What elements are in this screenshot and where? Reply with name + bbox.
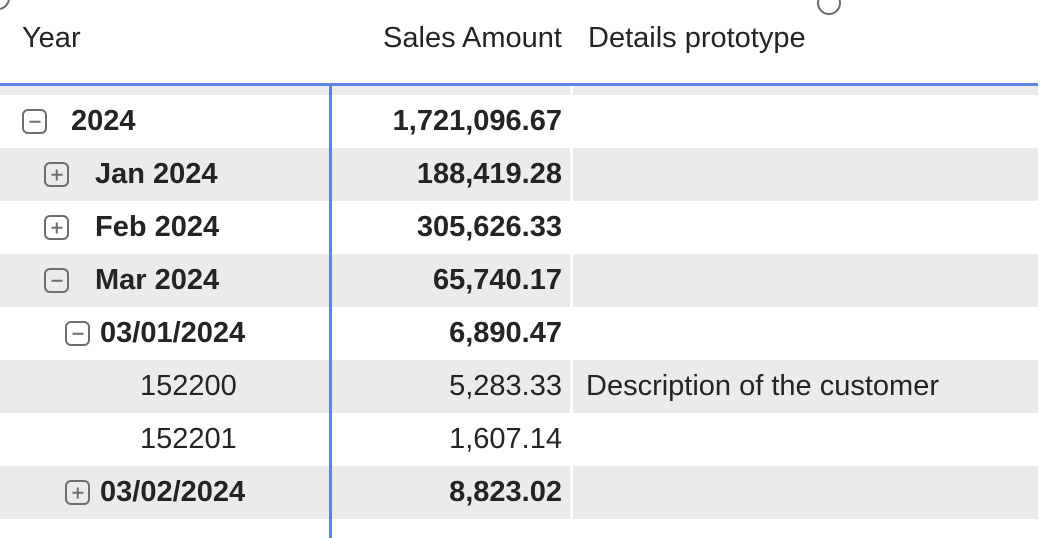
row-label: Mar 2024	[95, 264, 220, 296]
details-value: Description of the customer	[586, 370, 939, 402]
sales-amount-cell: 6,890.47	[329, 307, 570, 360]
sales-amount-cell: 8,823.02	[329, 466, 570, 519]
details-cell	[573, 148, 1038, 201]
table-row-feb-2024[interactable]: Feb 2024 305,626.33	[0, 201, 1038, 254]
matrix-column-headers: Year Sales Amount Details prototype	[0, 0, 1038, 83]
details-cell	[573, 201, 1038, 254]
collapse-icon[interactable]	[22, 109, 47, 134]
row-label: 03/01/2024	[100, 317, 246, 349]
sales-value: 65,740.17	[432, 264, 562, 296]
details-cell: Description of the customer	[573, 360, 1038, 413]
collapse-icon[interactable]	[44, 268, 69, 293]
row-header-cell: Jan 2024	[0, 148, 329, 201]
table-row-03-02-2024[interactable]: 03/02/2024 8,823.02	[0, 466, 1038, 519]
clipped-row-sliver	[0, 86, 1038, 95]
details-cell	[573, 413, 1038, 466]
expand-icon[interactable]	[44, 215, 69, 240]
details-cell	[573, 466, 1038, 519]
sliver-cell	[0, 86, 329, 95]
row-label: 152200	[140, 370, 237, 402]
row-header-cell: 2024	[0, 95, 329, 148]
details-cell	[573, 307, 1038, 360]
row-label: 03/02/2024	[100, 476, 246, 508]
details-cell	[573, 254, 1038, 307]
header-divider	[0, 83, 1038, 86]
column-header-year[interactable]: Year	[22, 22, 81, 54]
row-label: 2024	[71, 105, 136, 137]
table-row-jan-2024[interactable]: Jan 2024 188,419.28	[0, 148, 1038, 201]
sales-amount-cell: 188,419.28	[329, 148, 570, 201]
column-header-details-prototype[interactable]: Details prototype	[588, 22, 806, 54]
expand-icon[interactable]	[44, 162, 69, 187]
row-label: Jan 2024	[95, 158, 218, 190]
column-header-sales-amount[interactable]: Sales Amount	[383, 22, 562, 54]
row-header-cell: Mar 2024	[0, 254, 329, 307]
row-label: 152201	[140, 423, 237, 455]
row-header-cell: 152200	[0, 360, 329, 413]
sales-value: 305,626.33	[416, 211, 562, 243]
sales-amount-cell: 5,283.33	[329, 360, 570, 413]
expand-icon[interactable]	[65, 480, 90, 505]
sales-amount-cell: 1,607.14	[329, 413, 570, 466]
matrix-visual: Year Sales Amount Details prototype 2024…	[0, 0, 1038, 519]
sliver-cell	[329, 86, 570, 95]
sales-amount-cell: 65,740.17	[329, 254, 570, 307]
sales-value: 8,823.02	[449, 476, 562, 508]
row-header-cell: Feb 2024	[0, 201, 329, 254]
sales-value: 1,721,096.67	[392, 105, 562, 137]
sales-value: 6,890.47	[449, 317, 562, 349]
row-header-cell: 03/01/2024	[0, 307, 329, 360]
sliver-cell	[573, 86, 1038, 95]
selection-handle-top-icon[interactable]	[817, 0, 841, 15]
sales-amount-cell: 1,721,096.67	[329, 95, 570, 148]
column-divider	[329, 83, 332, 538]
table-row-03-01-2024[interactable]: 03/01/2024 6,890.47	[0, 307, 1038, 360]
collapse-icon[interactable]	[65, 321, 90, 346]
details-cell	[573, 95, 1038, 148]
table-row-152201[interactable]: 152201 1,607.14	[0, 413, 1038, 466]
table-row-year-2024[interactable]: 2024 1,721,096.67	[0, 95, 1038, 148]
sales-amount-cell: 305,626.33	[329, 201, 570, 254]
table-row-mar-2024[interactable]: Mar 2024 65,740.17	[0, 254, 1038, 307]
row-header-cell: 03/02/2024	[0, 466, 329, 519]
table-row-152200[interactable]: 152200 5,283.33 Description of the custo…	[0, 360, 1038, 413]
sales-value: 188,419.28	[416, 158, 562, 190]
row-header-cell: 152201	[0, 413, 329, 466]
sales-value: 5,283.33	[449, 370, 562, 402]
sales-value: 1,607.14	[449, 423, 562, 455]
row-label: Feb 2024	[95, 211, 220, 243]
